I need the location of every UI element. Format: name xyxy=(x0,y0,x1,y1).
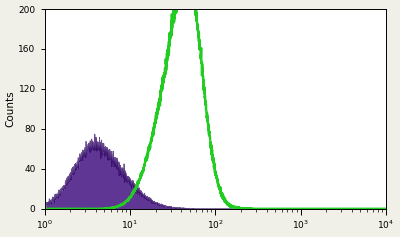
Y-axis label: Counts: Counts xyxy=(6,91,16,127)
